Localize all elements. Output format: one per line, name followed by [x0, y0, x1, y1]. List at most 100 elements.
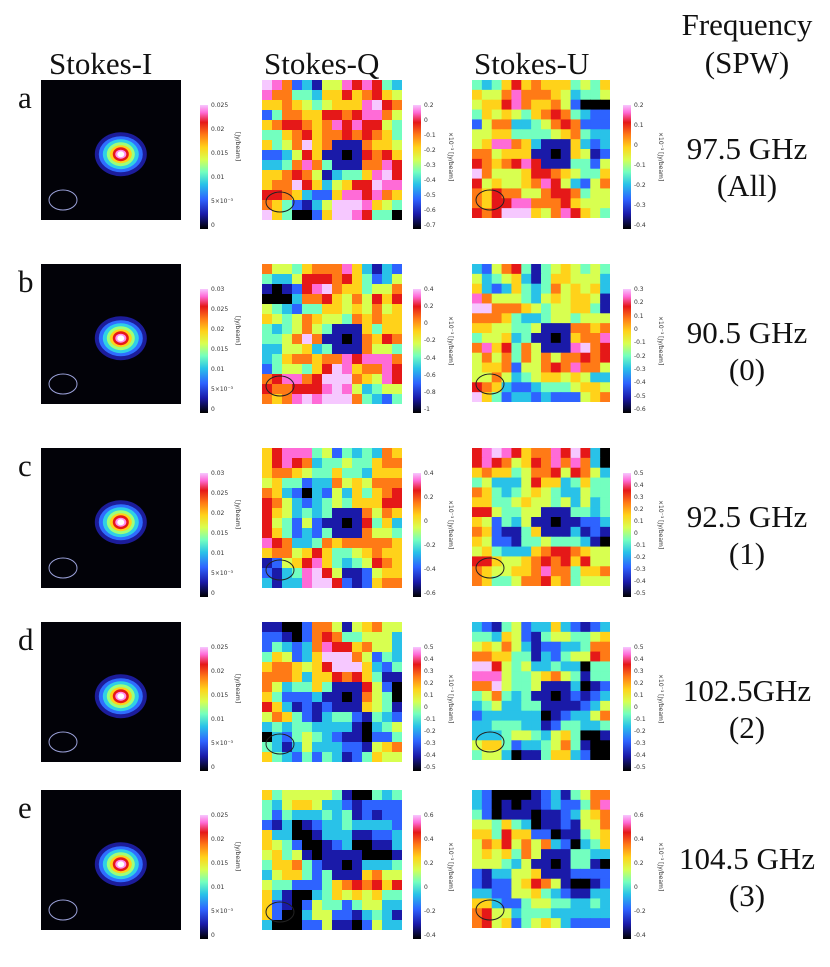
stokes-q-colorbar: [413, 647, 421, 771]
colorbar-tick-label: 0.025: [211, 812, 229, 819]
colorbar-tick-label: 0.02: [211, 126, 225, 133]
header-frequency-line2: (SPW): [704, 44, 790, 80]
colorbar-tick-label: 0.025: [211, 306, 229, 313]
frequency-value: 90.5 GHz: [686, 315, 808, 350]
colorbar-tick-label: 0.1: [424, 692, 434, 699]
header-stokes-i: Stokes-I: [49, 46, 153, 81]
stokes-u-map-image: [472, 264, 610, 402]
colorbar-tick-label: 0.6: [424, 812, 434, 819]
stokes-q-map-image: [262, 80, 402, 220]
colorbar-unit-label: ×10⁻³ [Jy/beam]: [447, 500, 454, 550]
colorbar-tick-label: 0: [634, 704, 638, 711]
beam-ellipse: [475, 899, 505, 921]
stokes-u-map: [472, 622, 610, 760]
beam-ellipse: [475, 557, 505, 579]
colorbar-tick-label: -0.2: [634, 352, 646, 360]
colorbar-tick-label: 0.3: [634, 286, 644, 293]
stokes-u-colorbar: [623, 815, 631, 939]
stokes-i-map-image: [41, 448, 181, 588]
colorbar-tick-label: -0.2: [424, 337, 436, 345]
stokes-q-colorbar: [413, 473, 421, 597]
colorbar-tick-label: 0.02: [211, 836, 225, 843]
colorbar-tick-label: 0.2: [424, 303, 434, 311]
stokes-u-map-image: [472, 80, 610, 218]
stokes-q-map: [262, 448, 402, 588]
stokes-q-map-image: [262, 448, 402, 588]
colorbar-tick-label: -0.6: [634, 406, 646, 413]
colorbar-tick-label: -0.2: [634, 554, 646, 561]
stokes-q-map-image: [262, 790, 402, 930]
colorbar-tick-label: 0.4: [634, 656, 644, 663]
colorbar-tick-label: -0.5: [634, 392, 646, 400]
colorbar-tick-label: 0.5: [634, 644, 644, 651]
colorbar-tick-label: 0.4: [424, 836, 434, 843]
stokes-u-map-image: [472, 448, 610, 586]
stokes-q-map: [262, 790, 402, 930]
colorbar-tick-label: -0.3: [634, 202, 646, 209]
colorbar-tick-label: -0.4: [634, 379, 646, 387]
colorbar-tick-label: -0.7: [424, 222, 436, 229]
colorbar-tick-label: 0.02: [211, 668, 225, 675]
frequency-label: 104.5 GHz (3): [664, 840, 830, 914]
colorbar-unit-label: ×10⁻³ [Jy/beam]: [657, 316, 664, 366]
colorbar-tick-label: 0: [424, 704, 428, 711]
stokes-i-colorbar: [200, 815, 208, 939]
colorbar-tick-label: 0.015: [211, 346, 229, 353]
colorbar-tick-label: -0.5: [634, 590, 646, 597]
stokes-i-map-image: [41, 790, 181, 930]
header-stokes-u: Stokes-U: [474, 46, 590, 81]
stokes-u-colorbar: [623, 105, 631, 229]
colorbar-tick-label: 0.025: [211, 490, 229, 497]
colorbar-tick-label: -0.5: [634, 764, 646, 771]
colorbar-tick-label: 0: [424, 884, 428, 891]
beam-ellipse: [48, 731, 78, 753]
colorbar-tick-label: -0.4: [634, 222, 646, 229]
colorbar-tick-label: 0.01: [211, 550, 225, 557]
stokes-u-map: [472, 264, 610, 402]
stokes-i-map: [41, 264, 181, 406]
colorbar-tick-label: 0.03: [211, 286, 225, 293]
row-letter: c: [18, 448, 32, 483]
spw-value: (All): [716, 168, 778, 204]
stokes-q-map: [262, 622, 402, 762]
row-letter: d: [18, 622, 34, 657]
colorbar-tick-label: 0.2: [424, 680, 434, 687]
colorbar-tick-label: 0.02: [211, 510, 225, 517]
colorbar-tick-label: 0.02: [211, 326, 225, 333]
colorbar-tick-label: 0.4: [634, 482, 644, 489]
colorbar-tick-label: 0.2: [634, 860, 644, 867]
row-letter: a: [18, 80, 32, 115]
colorbar-tick-label: -0.6: [424, 207, 436, 214]
stokes-u-map: [472, 448, 610, 586]
stokes-q-colorbar: [413, 815, 421, 939]
colorbar-tick-label: 0: [424, 117, 428, 124]
frequency-label: 102.5GHz (2): [664, 672, 830, 746]
colorbar-tick-label: 0.025: [211, 644, 229, 651]
stokes-i-map: [41, 448, 181, 590]
colorbar-tick-label: -0.4: [424, 932, 436, 939]
stokes-u-colorbar: [623, 289, 631, 413]
colorbar-tick-label: -0.2: [634, 908, 646, 915]
colorbar-tick-label: -0.2: [634, 728, 646, 735]
spw-value: (2): [728, 710, 766, 746]
colorbar-tick-label: -0.3: [634, 566, 646, 573]
header-frequency: Frequency (SPW): [664, 6, 830, 82]
frequency-value: 102.5GHz: [682, 673, 812, 708]
colorbar-unit-label: ×10⁻³ [Jy/beam]: [657, 500, 664, 550]
colorbar-tick-label: 0: [424, 518, 428, 525]
beam-ellipse: [265, 559, 295, 581]
colorbar-tick-label: 0.015: [211, 150, 229, 157]
colorbar-tick-label: 0.2: [424, 102, 434, 109]
frequency-label: 90.5 GHz (0): [664, 314, 830, 388]
colorbar-tick-label: 0: [211, 932, 215, 939]
colorbar-tick-label: 0.3: [424, 668, 434, 675]
beam-ellipse: [265, 191, 295, 213]
beam-ellipse: [475, 373, 505, 395]
colorbar-tick-label: 5×10⁻³: [211, 570, 234, 577]
stokes-u-map-image: [472, 790, 610, 928]
stokes-u-colorbar: [623, 647, 631, 771]
stokes-i-map-image: [41, 264, 181, 404]
colorbar-tick-label: -0.1: [424, 716, 436, 723]
stokes-q-colorbar: [413, 105, 421, 229]
stokes-q-map-image: [262, 622, 402, 762]
